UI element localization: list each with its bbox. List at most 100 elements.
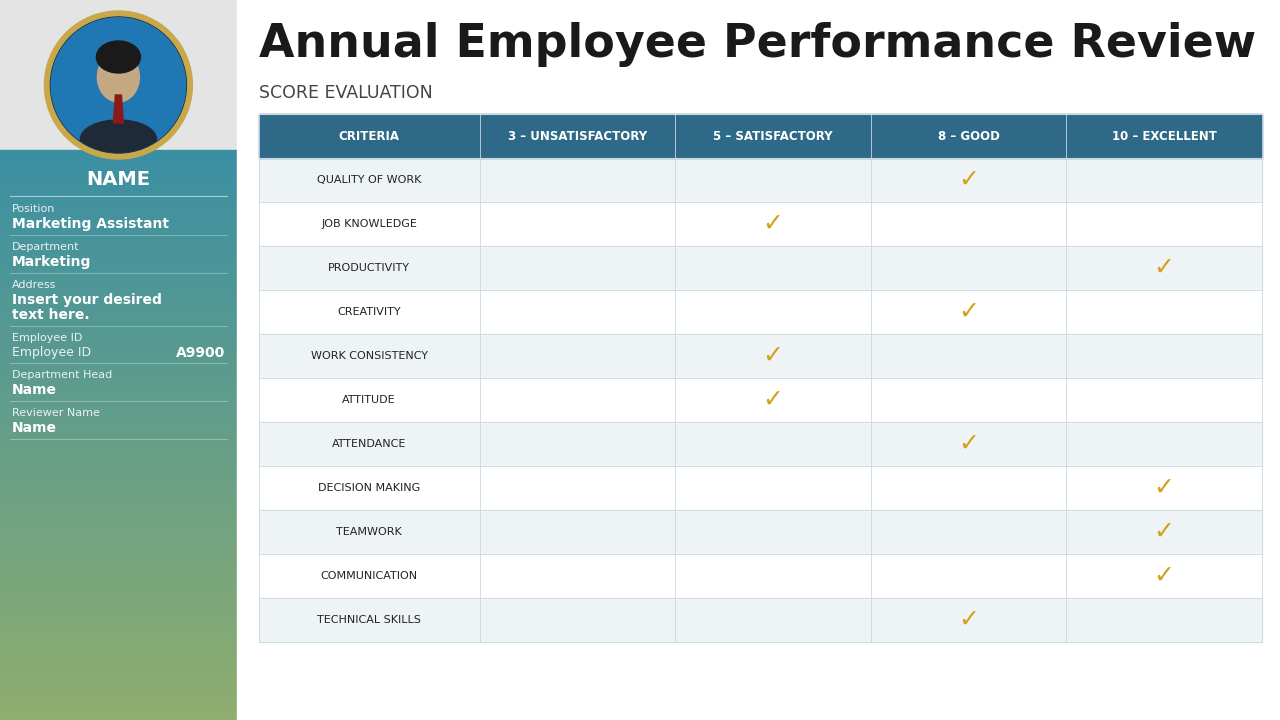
Bar xyxy=(0,665,237,667)
Text: Reviewer Name: Reviewer Name xyxy=(12,408,100,418)
Bar xyxy=(0,621,237,623)
Bar xyxy=(0,549,237,551)
Bar xyxy=(0,711,237,712)
Bar xyxy=(0,585,237,587)
Text: Employee ID: Employee ID xyxy=(12,333,82,343)
Bar xyxy=(0,217,237,218)
Bar xyxy=(0,523,237,524)
Bar xyxy=(0,619,237,621)
Bar xyxy=(0,557,237,559)
Bar xyxy=(0,224,237,226)
Bar xyxy=(0,669,237,670)
Bar xyxy=(259,202,1262,246)
Bar xyxy=(0,203,237,205)
Text: ATTITUDE: ATTITUDE xyxy=(342,395,396,405)
Bar xyxy=(0,297,237,298)
Bar xyxy=(0,361,237,363)
Bar xyxy=(0,490,237,492)
Bar xyxy=(0,407,237,408)
Bar xyxy=(0,608,237,610)
Bar xyxy=(0,572,237,574)
Bar xyxy=(0,330,237,333)
Bar xyxy=(0,678,237,680)
Bar xyxy=(0,374,237,376)
Bar xyxy=(0,505,237,507)
Bar xyxy=(0,544,237,545)
Bar xyxy=(0,431,237,433)
Bar xyxy=(0,283,237,285)
Bar xyxy=(0,473,237,475)
Bar xyxy=(0,260,237,262)
Bar xyxy=(0,150,237,152)
Bar xyxy=(0,701,237,703)
Bar xyxy=(0,494,237,496)
Bar xyxy=(0,591,237,593)
Bar xyxy=(0,606,237,608)
Bar xyxy=(0,602,237,604)
Bar xyxy=(0,446,237,449)
Bar xyxy=(0,152,237,154)
Text: Name: Name xyxy=(12,383,58,397)
Text: Marketing Assistant: Marketing Assistant xyxy=(12,217,169,231)
Bar xyxy=(0,534,237,536)
Bar xyxy=(0,266,237,268)
Bar xyxy=(0,642,237,644)
Text: Department Head: Department Head xyxy=(12,370,113,380)
Bar xyxy=(0,634,237,636)
Bar xyxy=(0,294,237,297)
Bar xyxy=(0,215,237,217)
Bar xyxy=(0,580,237,581)
Polygon shape xyxy=(114,95,123,123)
Bar xyxy=(259,598,1262,642)
Bar xyxy=(0,629,237,631)
Bar xyxy=(259,466,1262,510)
Bar xyxy=(0,235,237,238)
Text: text here.: text here. xyxy=(12,308,90,322)
Text: A9900: A9900 xyxy=(175,346,225,360)
Bar xyxy=(0,249,237,251)
Bar xyxy=(0,682,237,684)
Text: Employee ID: Employee ID xyxy=(12,346,91,359)
Bar xyxy=(0,697,237,699)
Text: CRITERIA: CRITERIA xyxy=(339,130,399,143)
Bar xyxy=(0,583,237,585)
Bar xyxy=(0,306,237,307)
Bar xyxy=(0,312,237,313)
Text: 8 – GOOD: 8 – GOOD xyxy=(938,130,1000,143)
Text: ✓: ✓ xyxy=(957,300,979,324)
Bar xyxy=(0,541,237,544)
Text: ✓: ✓ xyxy=(957,432,979,456)
Bar xyxy=(0,173,237,175)
Bar xyxy=(0,639,237,640)
Bar xyxy=(0,351,237,354)
Bar xyxy=(0,410,237,412)
Bar xyxy=(0,207,237,209)
Bar xyxy=(0,437,237,438)
Bar xyxy=(0,328,237,330)
Text: 10 – EXCELLENT: 10 – EXCELLENT xyxy=(1112,130,1216,143)
Text: QUALITY OF WORK: QUALITY OF WORK xyxy=(317,175,421,185)
Bar xyxy=(0,274,237,275)
Bar xyxy=(0,165,237,167)
Bar xyxy=(0,627,237,629)
Bar xyxy=(0,256,237,258)
Bar xyxy=(0,414,237,416)
Bar xyxy=(0,202,237,203)
Bar xyxy=(0,253,237,254)
Bar xyxy=(0,390,237,391)
Bar xyxy=(0,300,237,302)
Bar xyxy=(0,382,237,384)
Bar xyxy=(0,365,237,366)
Bar xyxy=(0,182,237,184)
Text: COMMUNICATION: COMMUNICATION xyxy=(320,571,417,581)
Bar xyxy=(0,197,237,199)
Text: Annual Employee Performance Review: Annual Employee Performance Review xyxy=(259,22,1256,67)
Bar xyxy=(0,449,237,450)
Bar xyxy=(0,357,237,359)
Bar xyxy=(0,275,237,277)
Bar xyxy=(0,708,237,711)
Bar xyxy=(0,667,237,669)
Bar xyxy=(0,570,237,572)
Bar xyxy=(0,581,237,583)
Bar xyxy=(0,714,237,716)
